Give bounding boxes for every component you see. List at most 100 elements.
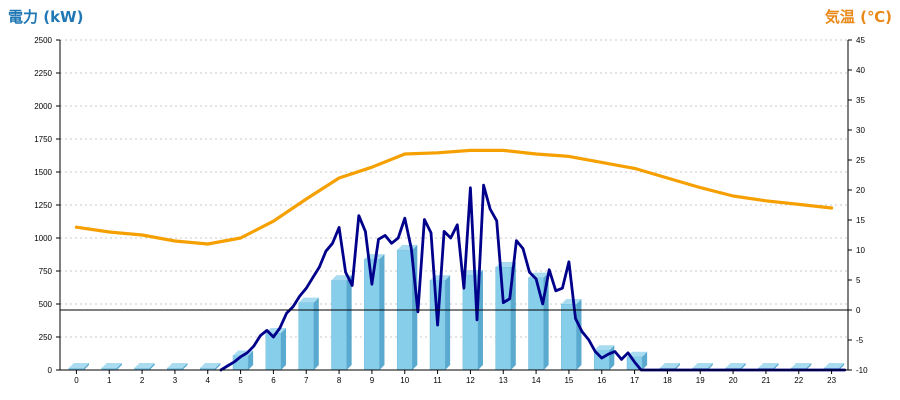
bar-side (149, 363, 155, 370)
grid (60, 39, 848, 338)
bar-side (674, 363, 680, 370)
bar-side (740, 363, 746, 370)
bar-side (839, 363, 845, 370)
right-tick-label: 45 (856, 36, 865, 45)
right-tick-label: 25 (856, 156, 865, 165)
x-tick-label: 3 (173, 376, 178, 385)
x-tick-label: 7 (304, 376, 309, 385)
left-tick-label: 0 (48, 366, 53, 375)
bar-top (627, 351, 648, 357)
right-tick-label: 10 (856, 246, 865, 255)
bar (396, 244, 418, 371)
left-tick-label: 250 (39, 333, 53, 342)
bar-side (83, 363, 89, 370)
bar-side (806, 363, 812, 370)
x-tick-label: 21 (761, 376, 770, 385)
x-tick-label: 12 (466, 376, 475, 385)
x-tick-label: 22 (794, 376, 803, 385)
bar-top (101, 363, 122, 369)
bar-side (248, 350, 254, 370)
bar-top (725, 363, 746, 369)
left-tick-label: 2000 (34, 102, 52, 111)
temperature-line (74, 148, 834, 246)
x-tick-label: 11 (433, 376, 442, 385)
power-line (219, 183, 847, 372)
left-tick-label: 500 (39, 300, 53, 309)
bar-top (692, 363, 713, 369)
left-axis-title: 電力 (kW) (8, 8, 83, 26)
bar-front (265, 332, 282, 371)
bar (331, 275, 352, 371)
axes: 02505007501000125015001750200022502500-1… (34, 36, 868, 385)
left-tick-label: 2250 (34, 69, 52, 78)
bar (495, 262, 516, 371)
bar-front (331, 279, 347, 371)
x-tick-label: 9 (370, 376, 375, 385)
right-tick-label: 15 (856, 216, 865, 225)
bar-side (215, 363, 221, 370)
bar (265, 328, 286, 371)
bar-top (594, 345, 615, 351)
bar-side (116, 363, 122, 370)
x-tick-label: 19 (696, 376, 705, 385)
bar-top (134, 363, 155, 369)
bar (364, 254, 385, 371)
bar (167, 363, 188, 371)
right-tick-label: 20 (856, 186, 865, 195)
x-tick-label: 13 (499, 376, 508, 385)
bar-top (265, 328, 286, 334)
bar-top (758, 363, 779, 369)
left-tick-label: 1000 (34, 234, 52, 243)
bar-top (824, 363, 845, 369)
x-tick-label: 14 (532, 376, 541, 385)
bar-side (313, 297, 319, 370)
bar (101, 363, 122, 371)
bar-side (707, 363, 713, 370)
left-tick-label: 1500 (34, 168, 52, 177)
bar-side (182, 363, 188, 370)
bar-front (298, 302, 315, 371)
left-tick-label: 2500 (34, 36, 52, 45)
bar (298, 297, 319, 371)
left-tick-label: 1750 (34, 135, 52, 144)
bar-side (642, 351, 648, 370)
right-tick-label: -10 (856, 366, 868, 375)
right-axis-title: 気温 (℃) (825, 8, 892, 26)
right-tick-label: 40 (856, 66, 865, 75)
right-tick-label: 35 (856, 96, 865, 105)
bar-side (280, 328, 286, 370)
x-tick-label: 8 (337, 376, 342, 385)
bar-front (495, 266, 512, 371)
bar (199, 363, 221, 371)
bar-top (791, 363, 812, 369)
x-tick-label: 17 (630, 376, 639, 385)
x-tick-label: 6 (271, 376, 276, 385)
bar-top (298, 297, 319, 303)
right-tick-label: 0 (856, 306, 861, 315)
bar-side (379, 254, 385, 370)
bar (561, 299, 582, 371)
bar-top (200, 363, 221, 369)
right-tick-label: -5 (856, 336, 864, 345)
right-tick-label: 30 (856, 126, 865, 135)
x-tick-label: 1 (107, 376, 112, 385)
x-tick-label: 18 (663, 376, 672, 385)
x-tick-label: 15 (564, 376, 573, 385)
bar-top (561, 299, 582, 304)
x-tick-label: 0 (74, 376, 79, 385)
x-tick-label: 10 (400, 376, 409, 385)
bar (134, 363, 155, 371)
right-tick-label: 5 (856, 276, 861, 285)
bar-front (528, 277, 544, 371)
bar-top (659, 363, 680, 369)
x-tick-label: 23 (827, 376, 836, 385)
bar-top (68, 363, 89, 369)
left-tick-label: 1250 (34, 201, 52, 210)
x-tick-label: 2 (140, 376, 145, 385)
bar-side (346, 275, 352, 370)
x-tick-label: 4 (206, 376, 211, 385)
bar-side (445, 275, 451, 370)
x-tick-label: 20 (729, 376, 738, 385)
x-tick-label: 16 (597, 376, 606, 385)
